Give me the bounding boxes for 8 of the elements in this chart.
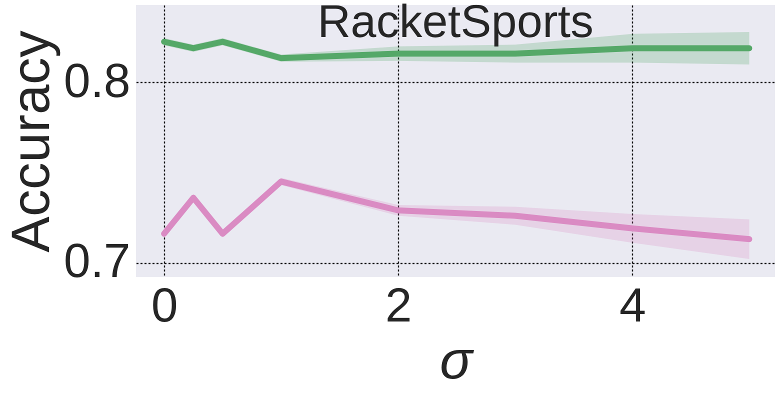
y-tick-label: 0.8 bbox=[64, 54, 130, 108]
x-tick-label: 4 bbox=[619, 280, 646, 332]
y-tick-label: 0.7 bbox=[64, 235, 130, 288]
x-axis-title: σ bbox=[440, 330, 475, 390]
x-tick-label: 2 bbox=[385, 280, 412, 332]
x-tick-label: 0 bbox=[151, 280, 178, 332]
y-axis-title: Accuracy bbox=[0, 30, 61, 253]
chart-title: RacketSports bbox=[317, 0, 594, 47]
